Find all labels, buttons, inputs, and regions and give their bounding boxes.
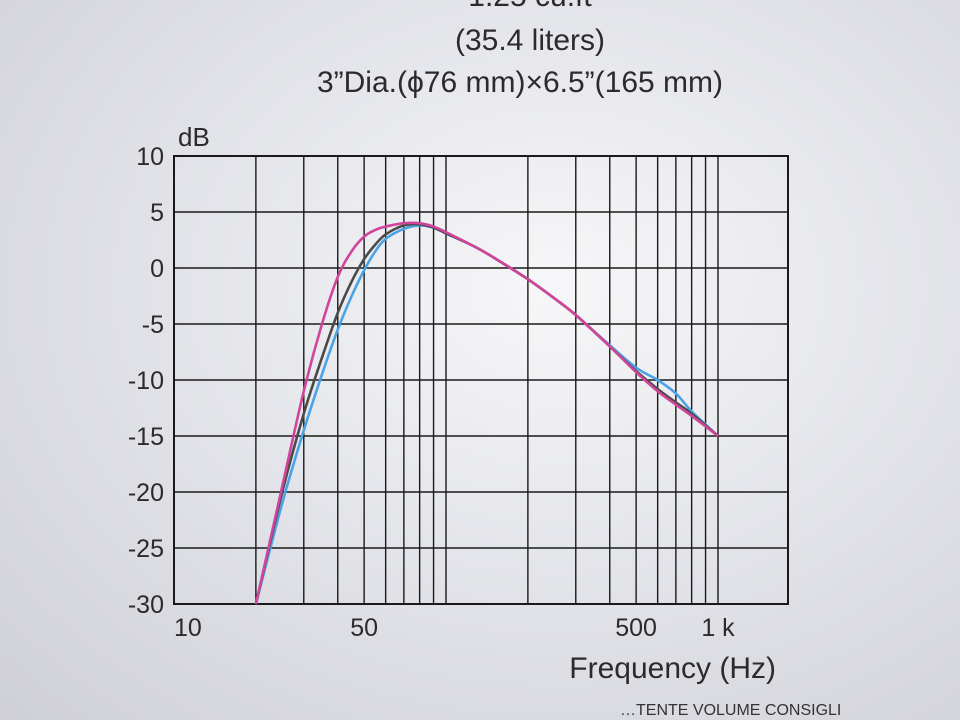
- x-tick-labels: 10 50 500 1 k: [174, 614, 735, 642]
- y-tick-label: -15: [128, 423, 164, 451]
- series-line-1: [254, 222, 719, 605]
- x-tick-label: 500: [615, 614, 657, 642]
- y-tick-label: -20: [128, 479, 164, 507]
- x-tick-label: 1 k: [701, 614, 735, 642]
- x-tick-label: 10: [174, 614, 202, 642]
- title-line-dimensions: 3”Dia.(ϕ76 mm)×6.5”(165 mm): [316, 66, 724, 99]
- series-line-0: [254, 224, 719, 605]
- y-tick-label: -5: [142, 311, 164, 339]
- title-line-capacity: 1.25 cu.ft: [0, 0, 960, 14]
- grid-horizontal-lines: [174, 155, 788, 605]
- y-tick-labels: 10 5 0 -5 -10 -15 -20 -25 -30: [128, 143, 164, 619]
- title-line-liters: (35.4 liters): [454, 24, 606, 57]
- series-line-2: [254, 221, 719, 605]
- y-axis-label: dB: [178, 122, 210, 152]
- y-tick-label: -10: [128, 367, 164, 395]
- y-tick-label: 10: [136, 143, 164, 171]
- footer-text: …TENTE VOLUME CONSIGLI: [620, 702, 842, 719]
- x-tick-label: 50: [350, 614, 378, 642]
- y-tick-label: 0: [150, 255, 164, 283]
- y-tick-label: 5: [150, 199, 164, 227]
- series-group: [254, 221, 719, 605]
- y-tick-label: -30: [128, 591, 164, 619]
- x-axis-label: Frequency (Hz): [569, 652, 776, 685]
- y-tick-label: -25: [128, 535, 164, 563]
